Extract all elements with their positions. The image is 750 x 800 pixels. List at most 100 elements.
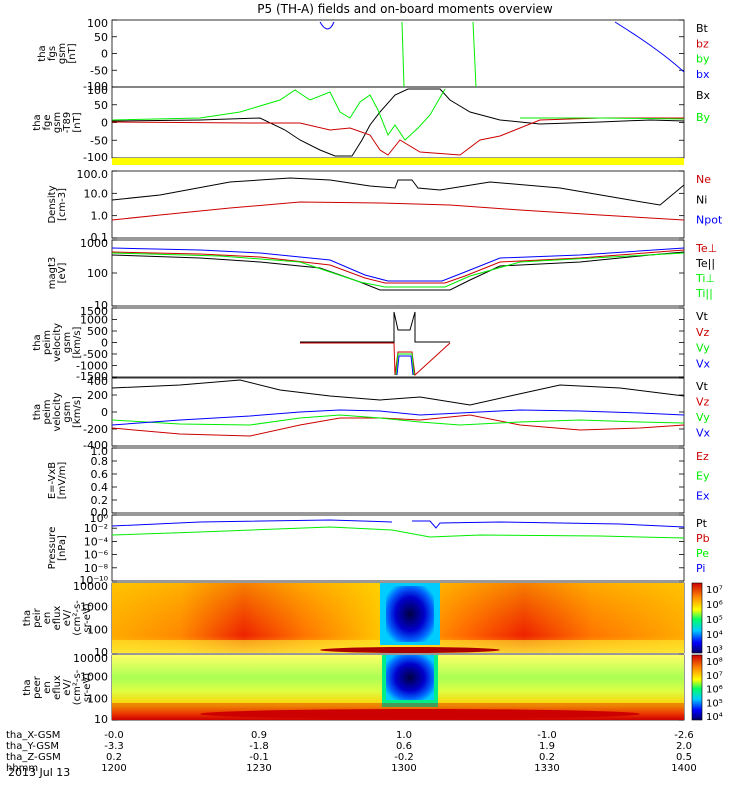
xaxis-value: 0.2 [106, 752, 122, 763]
p2-ylabel: tha [32, 114, 43, 130]
p1-legend-entry: bz [696, 37, 709, 50]
p3-frame [111, 170, 685, 239]
p9-colorbar-label: 10⁵ [706, 615, 723, 626]
p9-ylabel: tha [22, 610, 33, 626]
p6-vt-trace [111, 379, 685, 406]
p10-ylabel: (cm²-s- [72, 669, 83, 705]
p6-vy-trace [111, 414, 685, 426]
p4-ti-green-trace [111, 252, 685, 288]
xaxis-value: 1.9 [539, 741, 555, 752]
p6-legend-entry: Vy [696, 411, 710, 424]
xaxis-value: -0.2 [394, 752, 414, 763]
p10-ylabel: peer [32, 675, 43, 699]
p7-ytick-label: 0.6 [91, 468, 109, 481]
p5-legend-entry: Vx [696, 357, 711, 370]
p3-legend-entry: Ni [696, 193, 707, 206]
p2-ylabel: -T89 [62, 112, 73, 134]
xaxis-value: 1330 [534, 763, 559, 774]
xaxis-value: 0.9 [251, 730, 267, 741]
xaxis-value: 1300 [391, 763, 416, 774]
p2-ytick-label: 50 [94, 99, 108, 112]
p3-ytick-label: 100.0 [77, 168, 109, 181]
electron-spectrogram [112, 655, 684, 720]
p7-ytick-label: 0.0 [91, 506, 109, 519]
p5-vt-trace [300, 311, 450, 343]
xaxis-value: 1400 [671, 763, 696, 774]
p10-ytick-label: 1000 [80, 671, 108, 684]
xaxis-value: -2.6 [674, 730, 694, 741]
p10-colorbar-label: 10⁸ [706, 657, 723, 668]
p8-ytick-label: 10⁻¹⁰ [79, 574, 108, 587]
p9-ytick-label: 1000 [80, 600, 108, 613]
p1-ylabel: tha [37, 45, 48, 61]
p9-ylabel: peir [32, 607, 43, 627]
xaxis-value: 0.2 [539, 752, 555, 763]
p8-ytick-label: 10⁻⁸ [84, 562, 109, 575]
p1-ytick-label: 100 [87, 17, 108, 30]
p1-ylabel: gsm [57, 43, 68, 64]
xaxis-value: 2.0 [676, 741, 692, 752]
p1-legend-entry: by [696, 53, 710, 66]
p5-ytick-label: -500 [83, 348, 108, 361]
p8-legend-entry: Pe [696, 547, 709, 560]
xaxis-row-label: tha_X-GSM [6, 730, 60, 741]
p10-ytick-label: 10 [94, 713, 108, 726]
p5-legend-entry: Vy [696, 342, 710, 355]
xaxis-value: -3.3 [104, 741, 124, 752]
p5-vy-trace [395, 353, 415, 376]
p5-vx-trace [396, 355, 414, 376]
p6-ytick-label: -200 [83, 423, 108, 436]
xaxis-value: 1230 [246, 763, 271, 774]
p6-legend-entry: Vz [696, 396, 710, 409]
xaxis-value: -1.8 [249, 741, 269, 752]
p10-colorbar-label: 10⁷ [706, 671, 723, 682]
p2-ylabel: [nT] [72, 112, 83, 132]
p9-ytick-label: 100 [87, 624, 108, 637]
xaxis-value: 1.0 [396, 730, 412, 741]
p5-ytick-label: 0 [101, 337, 108, 350]
p1-by-trace [401, 21, 477, 88]
p5-ytick-label: -1500 [76, 370, 108, 383]
p5-ylabel: [km/s] [72, 326, 83, 358]
p1-ylabel: fgs [47, 46, 58, 61]
p8-ytick-label: 10⁻⁴ [84, 535, 109, 548]
xaxis-value: -0.1 [249, 752, 269, 763]
p10-ylabel: sr-eV) [82, 673, 93, 702]
p9-ylabel: (cm²-s- [72, 600, 83, 636]
p6-vx-trace [111, 409, 685, 426]
p5-ylabel: velocity [52, 323, 63, 362]
colorbar-electron [691, 654, 703, 721]
p9-ylabel: eflux [52, 606, 63, 631]
p4-legend-entry: Te|| [695, 257, 715, 270]
p4-legend-entry: Ti|| [695, 287, 713, 300]
p4-ytick-label: 100 [87, 267, 108, 280]
p8-ylabel: [nPa] [57, 535, 68, 561]
p8-ytick-label: 10⁻⁶ [84, 549, 109, 562]
p9-colorbar-label: 10⁷ [706, 585, 723, 596]
p10-colorbar-label: 10⁴ [706, 712, 723, 723]
p7-ytick-label: 0.2 [91, 494, 109, 507]
p5-ylabel: gsm [62, 332, 73, 353]
p6-ytick-label: 400 [87, 375, 108, 388]
p9-ytick-label: 10000 [73, 580, 108, 593]
p6-ytick-label: 0 [101, 406, 108, 419]
p5-ylabel: peim [42, 330, 53, 355]
p3-ytick-label: 1.0 [91, 210, 109, 223]
p8-ytick-label: 10⁰ [90, 512, 109, 525]
p2-ylabel: fge [42, 114, 53, 130]
p9-ylabel: sr-eV) [82, 603, 93, 632]
p5-ytick-label: -1000 [76, 360, 108, 373]
p6-legend-entry: Vt [696, 380, 709, 393]
p4-ylabel: [eV] [57, 263, 68, 284]
p10-ylabel: eflux [52, 675, 63, 700]
p3-ni-trace [111, 177, 685, 206]
p3-ylabel: [cm-3] [57, 188, 68, 221]
p10-ylabel: tha [22, 679, 33, 695]
quality-flag-bar [112, 158, 684, 165]
p6-ylabel: gsm [62, 401, 73, 422]
p9-ylabel: eV/ [62, 609, 73, 626]
p6-legend-entry: Vx [696, 427, 711, 440]
p6-vz-trace [111, 414, 685, 437]
